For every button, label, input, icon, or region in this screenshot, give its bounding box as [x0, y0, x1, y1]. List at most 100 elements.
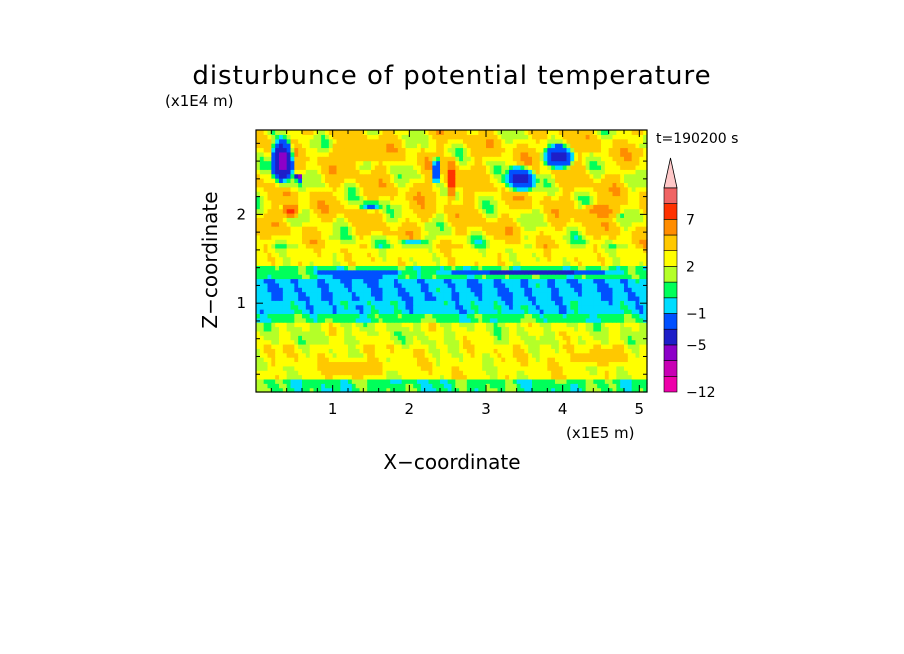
contour-cell — [275, 199, 280, 205]
contour-cell — [562, 300, 568, 306]
contour-cell — [478, 304, 483, 310]
contour-cell — [509, 226, 514, 232]
contour-cell — [501, 300, 506, 306]
contour-cell — [275, 317, 280, 323]
contour-cell — [489, 304, 495, 310]
contour-cell — [474, 374, 479, 380]
contour-cell — [386, 217, 391, 223]
contour-cell — [463, 287, 468, 293]
contour-cell — [497, 247, 502, 253]
contour-cell — [589, 309, 594, 314]
contour-cell — [597, 191, 602, 197]
contour-cell — [616, 226, 621, 232]
contour-cell — [340, 282, 345, 288]
contour-cell — [604, 204, 610, 210]
contour-cell — [256, 378, 261, 384]
contour-cell — [535, 204, 541, 210]
contour-cell — [440, 212, 445, 218]
contour-cell — [317, 335, 322, 341]
contour-cell — [440, 330, 445, 336]
contour-cell — [555, 361, 560, 367]
contour-cell — [436, 221, 441, 227]
contour-cell — [505, 221, 510, 227]
contour-cell — [562, 252, 568, 258]
contour-cell — [298, 300, 303, 306]
contour-cell — [420, 269, 426, 275]
contour-cell — [336, 304, 341, 310]
contour-cell — [597, 300, 602, 306]
contour-cell — [378, 295, 384, 301]
contour-cell — [409, 226, 414, 232]
contour-cell — [601, 282, 606, 288]
contour-cell — [443, 234, 449, 240]
contour-cell — [505, 204, 510, 210]
contour-cell — [432, 282, 437, 288]
contour-cell — [363, 199, 368, 205]
contour-cell — [535, 291, 541, 297]
contour-cell — [275, 208, 280, 214]
contour-cell — [612, 326, 617, 332]
contour-cell — [351, 199, 357, 205]
contour-cell — [420, 182, 426, 188]
contour-cell — [558, 287, 564, 293]
contour-cell — [390, 365, 395, 371]
contour-cell — [597, 378, 602, 384]
contour-cell — [271, 261, 276, 266]
contour-cell — [520, 221, 525, 227]
contour-cell — [501, 221, 506, 227]
contour-cell — [390, 274, 395, 280]
contour-cell — [282, 387, 288, 393]
contour-cell — [474, 234, 479, 240]
contour-cell — [570, 374, 575, 380]
contour-cell — [409, 326, 414, 332]
contour-cell — [344, 309, 349, 314]
contour-cell — [256, 278, 261, 284]
contour-cell — [355, 234, 361, 240]
contour-cell — [547, 335, 552, 341]
contour-cell — [363, 304, 368, 310]
contour-cell — [631, 326, 637, 332]
contour-cell — [351, 361, 357, 367]
contour-cell — [282, 178, 288, 183]
contour-cell — [493, 304, 499, 310]
contour-cell — [547, 317, 552, 323]
contour-cell — [581, 335, 587, 341]
contour-cell — [570, 204, 575, 210]
contour-cell — [390, 282, 395, 288]
contour-cell — [451, 295, 456, 301]
contour-cell — [355, 300, 361, 306]
contour-cell — [321, 335, 326, 341]
contour-cell — [589, 186, 594, 192]
contour-cell — [397, 182, 403, 188]
contour-cell — [436, 230, 441, 236]
contour-cell — [631, 217, 637, 223]
contour-cell — [601, 204, 606, 210]
contour-cell — [359, 239, 364, 245]
contour-cell — [635, 199, 640, 205]
contour-cell — [516, 365, 522, 371]
contour-cell — [505, 343, 510, 349]
contour-cell — [282, 370, 288, 376]
contour-cell — [382, 343, 387, 349]
contour-cell — [259, 378, 265, 384]
contour-cell — [313, 378, 318, 384]
contour-cell — [512, 199, 518, 205]
contour-cell — [267, 326, 272, 332]
contour-cell — [612, 234, 617, 240]
contour-cell — [482, 291, 487, 297]
contour-cell — [478, 378, 483, 384]
contour-cell — [616, 178, 621, 183]
contour-cell — [286, 199, 292, 205]
contour-cell — [520, 322, 525, 328]
contour-cell — [401, 256, 407, 262]
contour-cell — [627, 247, 633, 253]
contour-cell — [286, 287, 292, 293]
contour-cell — [543, 378, 548, 384]
contour-cell — [259, 230, 265, 236]
contour-cell — [474, 208, 479, 214]
contour-cell — [566, 374, 571, 380]
contour-cell — [259, 370, 265, 376]
contour-cell — [574, 269, 579, 275]
contour-cell — [348, 256, 353, 262]
contour-cell — [482, 370, 487, 376]
